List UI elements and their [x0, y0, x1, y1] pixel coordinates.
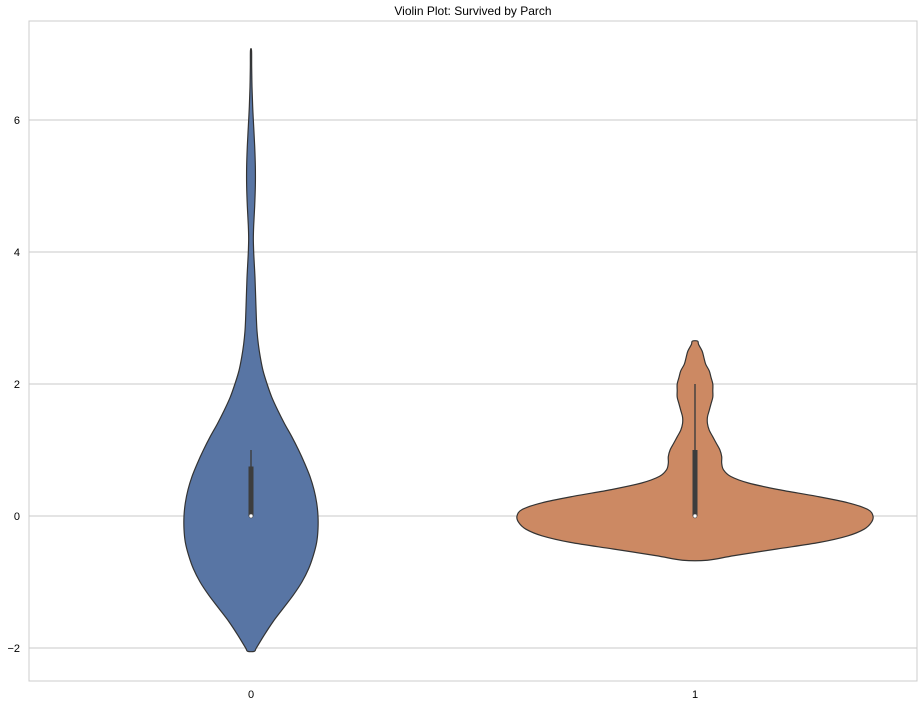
- violin-median-0: [248, 513, 254, 519]
- chart-title: Violin Plot: Survived by Parch: [394, 4, 551, 18]
- plot-frame: [28, 20, 918, 682]
- y-tick-label: 4: [14, 247, 20, 259]
- violin-body-0: [183, 48, 319, 653]
- y-tick-label: −2: [7, 643, 20, 655]
- plot-area: [183, 48, 874, 653]
- x-tick-label: 0: [248, 689, 254, 701]
- x-tick-label: 1: [692, 689, 698, 701]
- violin-median-1: [692, 513, 698, 519]
- y-tick-label: 0: [14, 511, 20, 523]
- y-axis-ticks: −2 0 2 4 6: [7, 115, 20, 655]
- violin-iqr-box-1: [692, 450, 698, 516]
- gridlines: [29, 119, 917, 649]
- y-tick-label: 2: [14, 379, 20, 391]
- violin-iqr-box-0: [248, 466, 254, 516]
- y-tick-label: 6: [14, 115, 20, 127]
